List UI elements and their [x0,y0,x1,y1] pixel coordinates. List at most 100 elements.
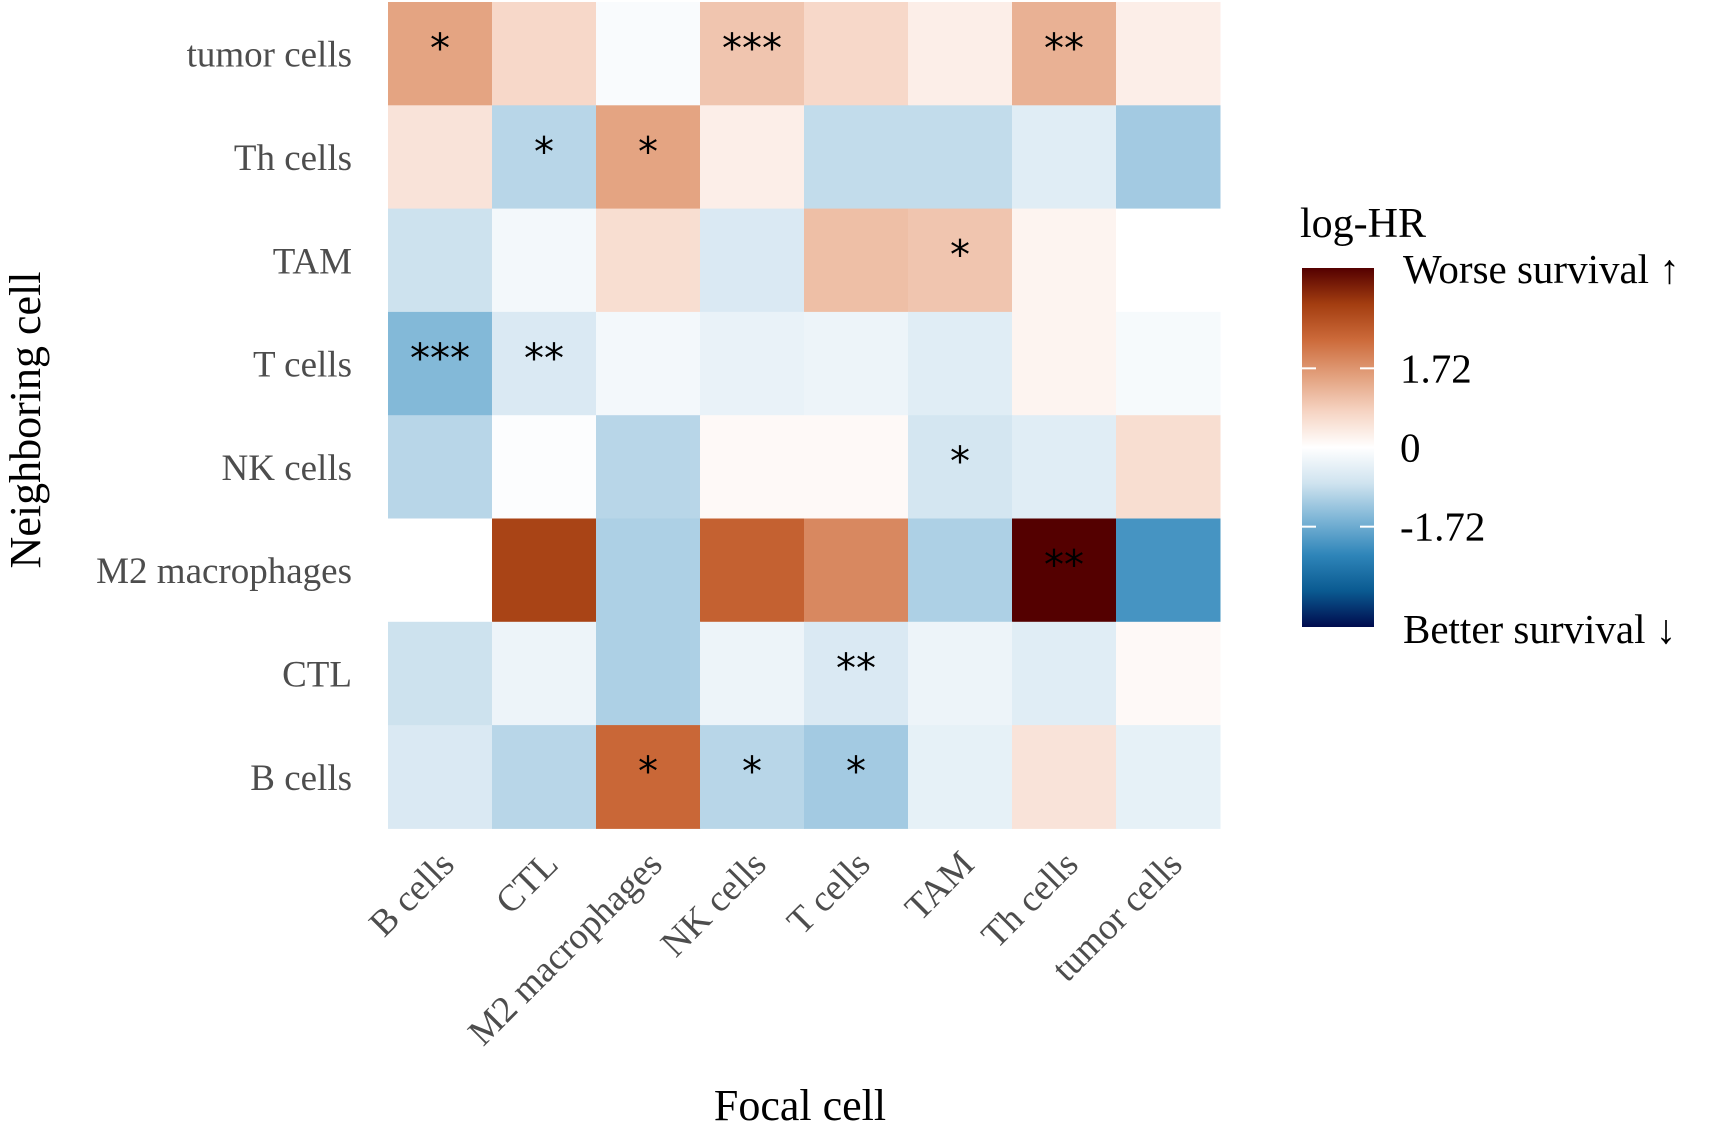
heatmap-cell [596,2,701,106]
heatmap-cell [700,725,805,829]
heatmap-cell [596,208,701,313]
heatmap-cell [1116,208,1221,313]
legend-top-label: Worse survival ↑ [1403,246,1680,292]
y-tick-labels: tumor cells Th cells TAM T cells NK cells M2 … [96,35,352,799]
heatmap-cell [1012,621,1117,726]
heatmap-cell [1116,311,1221,416]
significance-marker: *** [722,26,782,72]
heatmap-cell [596,621,701,726]
heatmap-cell [596,105,701,210]
heatmap-cell [908,725,1013,829]
significance-marker: * [534,129,554,175]
significance-marker: *** [410,336,470,382]
heatmap-cell [388,415,493,519]
heatmap-cell [492,208,597,313]
y-tick-label: B cells [250,758,352,799]
y-tick-label: TAM [273,241,352,282]
significance-marker: * [950,233,970,279]
heatmap-cell [596,415,701,519]
y-tick-label: tumor cells [187,35,352,76]
legend-title: log-HR [1300,201,1426,247]
legend-ticks: 1.72 0 -1.72 [1302,345,1485,550]
significance-marker: * [430,26,450,72]
heatmap-cell [804,725,909,829]
heatmap-cell [1012,2,1117,106]
heatmap-cell [492,621,597,726]
y-tick-label: NK cells [222,448,353,489]
heatmap-cell [1012,415,1117,519]
heatmap-cell [388,2,493,106]
heatmap-cell [596,725,701,829]
heatmap-cell [700,105,805,210]
y-tick-label: CTL [282,654,352,695]
y-tick-label: T cells [253,345,352,386]
heatmap-cell [1116,105,1221,210]
y-axis-title: Neighboring cell [1,272,50,569]
heatmap-cell [804,518,909,623]
heatmap-cell [1012,208,1117,313]
x-tick-label: CTL [488,844,566,922]
heatmap-cell [908,2,1013,106]
heatmap-cell [1116,518,1221,623]
heatmap-cell [492,415,597,519]
heatmap-cell [1012,725,1117,829]
heatmap-cell [492,725,597,829]
heatmap-cell [492,105,597,210]
heatmap-cell [388,208,493,313]
legend-bottom-label: Better survival ↓ [1403,606,1676,652]
x-axis-title: Focal cell [714,1081,886,1130]
heatmap-cell [1116,621,1221,726]
heatmap-cell [908,311,1013,416]
heatmap-cell [388,518,493,623]
significance-marker: * [638,129,658,175]
heatmap-cell [804,105,909,210]
color-legend: log-HR 1.72 0 -1.72 Worse survival ↑ Bette… [1300,201,1680,652]
heatmap-cell [700,518,805,623]
heatmap-cell [388,105,493,210]
heatmap-cell [908,105,1013,210]
significance-marker: * [742,749,762,795]
heatmap-cell [1012,311,1117,416]
heatmap-cell [700,311,805,416]
legend-tick-label: -1.72 [1400,504,1485,550]
x-tick-label: T cells [779,844,878,943]
y-tick-label: Th cells [234,138,352,179]
heatmap-cell [492,311,597,416]
heatmap-cell [1116,415,1221,519]
heatmap-cell [492,518,597,623]
x-tick-label: TAM [897,844,982,929]
legend-tick-label: 0 [1400,425,1421,471]
heatmap-cell [908,621,1013,726]
heatmap-cell [804,415,909,519]
x-tick-label: B cells [361,844,462,945]
significance-marker: ** [1044,26,1084,72]
heatmap-cell [1116,2,1221,106]
heatmap-cell [700,2,805,106]
heatmap-cell [804,311,909,416]
x-tick-label: M2 macrophages [460,844,670,1054]
significance-markers: * *** *** ***** ******** * * [410,26,1084,795]
heatmap-cell [700,415,805,519]
x-tick-label: NK cells [653,844,774,965]
significance-marker: ** [836,646,876,692]
heatmap-cell [1012,105,1117,210]
heatmap-cell [388,725,493,829]
y-tick-label: M2 macrophages [96,551,352,592]
heatmap-cell [804,621,909,726]
heatmap-cells [388,2,1221,829]
heatmap-cell [908,208,1013,313]
heatmap-cell [700,208,805,313]
significance-marker: * [846,749,866,795]
heatmap-cell [908,415,1013,519]
heatmap-cell [1116,725,1221,829]
heatmap-cell [804,208,909,313]
heatmap-cell [388,621,493,726]
heatmap-cell [596,518,701,623]
heatmap-cell [492,2,597,106]
heatmap-cell [804,2,909,106]
heatmap-cell [908,518,1013,623]
significance-marker: ** [1044,543,1084,589]
legend-tick-label: 1.72 [1400,345,1472,391]
heatmap-cell [388,311,493,416]
